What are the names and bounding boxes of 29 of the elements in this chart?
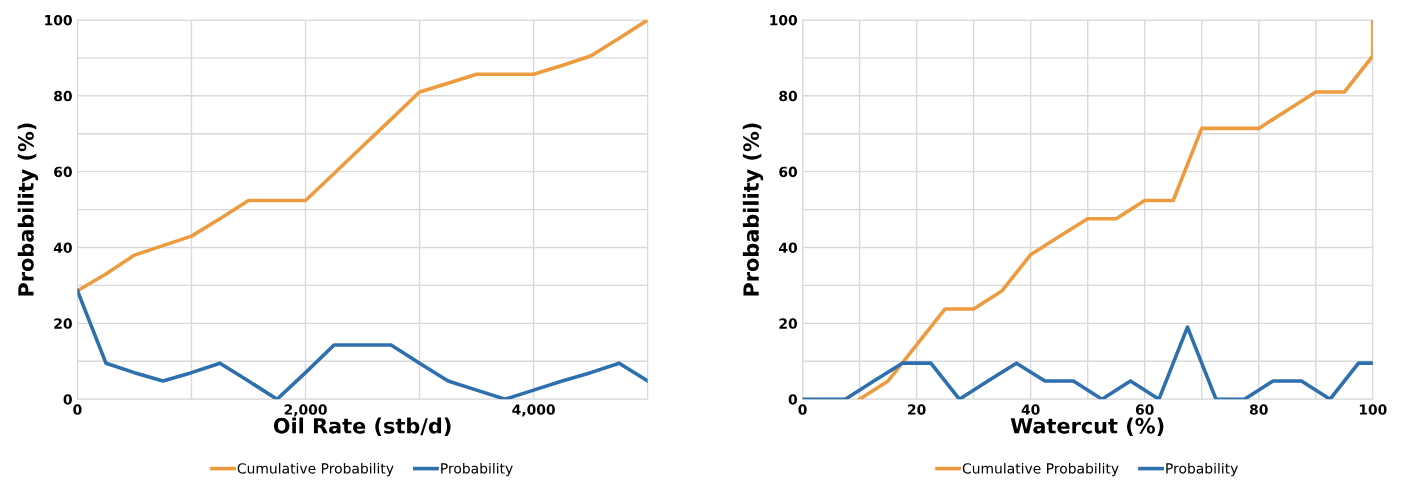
y-tick-label: 60 bbox=[54, 166, 72, 178]
legend-label: Probability bbox=[441, 462, 513, 477]
y-tick-label: 40 bbox=[779, 242, 798, 253]
x-tick-label: 40 bbox=[1021, 404, 1040, 415]
legend-label: Cumulative Probability bbox=[237, 462, 394, 477]
x-tick-label: 20 bbox=[908, 404, 926, 415]
y-axis-title: Probability (%) bbox=[17, 123, 39, 296]
y-tick-label: 100 bbox=[45, 14, 72, 26]
y-tick-label: 80 bbox=[54, 90, 72, 102]
legend-label: Cumulative Probability bbox=[962, 462, 1119, 477]
y-axis-title: Probability (%) bbox=[742, 123, 764, 296]
y-tick-label: 60 bbox=[779, 166, 798, 178]
x-tick-label: 60 bbox=[1135, 404, 1154, 415]
x-tick-label: 100 bbox=[1359, 404, 1387, 415]
x-tick-label: 4,000 bbox=[512, 404, 555, 417]
legend-label: Probability bbox=[1166, 462, 1238, 477]
y-tick-label: 20 bbox=[779, 318, 798, 329]
y-tick-label: 20 bbox=[54, 318, 72, 329]
y-tick-label: 80 bbox=[779, 90, 798, 102]
y-tick-label: 0 bbox=[788, 394, 798, 405]
x-tick-label: 2,000 bbox=[284, 404, 327, 417]
y-tick-label: 0 bbox=[63, 394, 72, 405]
x-axis-title: Watercut (%) bbox=[1010, 417, 1164, 437]
x-tick-label: 0 bbox=[73, 404, 82, 415]
y-tick-label: 100 bbox=[770, 14, 798, 26]
x-tick-label: 80 bbox=[1249, 404, 1268, 415]
x-tick-label: 0 bbox=[798, 404, 807, 415]
x-axis-title: Oil Rate (stb/d) bbox=[273, 417, 451, 437]
y-tick-label: 40 bbox=[53, 242, 72, 253]
